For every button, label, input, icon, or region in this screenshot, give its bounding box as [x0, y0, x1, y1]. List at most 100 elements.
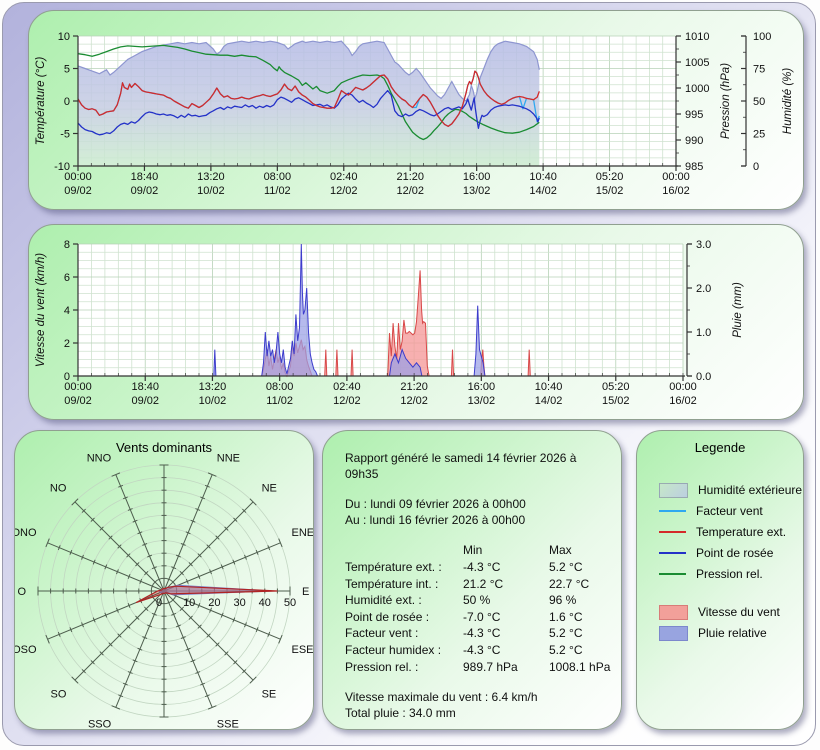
- svg-text:25: 25: [753, 129, 765, 141]
- svg-text:08:00: 08:00: [266, 381, 294, 393]
- svg-text:1000: 1000: [685, 83, 709, 95]
- wind-rose-title: Vents dominants: [115, 440, 213, 455]
- svg-text:50: 50: [753, 96, 765, 108]
- row-label: Température ext. :: [345, 559, 442, 574]
- svg-text:8: 8: [64, 239, 70, 251]
- svg-text:00:00: 00:00: [64, 171, 92, 183]
- legend-line-swatch: [659, 531, 686, 533]
- legend-item: Humidité extérieure: [659, 482, 802, 498]
- svg-text:1005: 1005: [685, 57, 709, 69]
- row-max-value: 5.2 °C: [549, 626, 583, 641]
- svg-text:100: 100: [753, 31, 771, 43]
- svg-text:10:40: 10:40: [529, 171, 557, 183]
- svg-text:12/02: 12/02: [400, 395, 428, 407]
- svg-text:ONO: ONO: [15, 527, 37, 539]
- svg-text:12/02: 12/02: [396, 185, 424, 197]
- svg-text:SE: SE: [262, 689, 277, 701]
- report-period-to: Au : lundi 16 février 2026 à 00h00: [345, 512, 526, 527]
- col-header-min: Min: [463, 543, 483, 558]
- table-corner: [345, 543, 463, 559]
- svg-text:1.0: 1.0: [696, 327, 711, 339]
- svg-text:N: N: [160, 453, 168, 454]
- svg-text:08:00: 08:00: [264, 171, 292, 183]
- svg-text:75: 75: [753, 64, 765, 76]
- legend-item: Vitesse du vent: [659, 604, 797, 620]
- svg-text:14/02: 14/02: [535, 395, 563, 407]
- row-min-value: 21.2 °C: [463, 576, 504, 591]
- svg-text:985: 985: [685, 161, 703, 173]
- svg-text:00:00: 00:00: [669, 381, 697, 393]
- wind-rose-chart: NNNENEENEEESESESSESSSOSOOSOOONONONNO0102…: [15, 453, 313, 729]
- svg-text:Pluie (mm): Pluie (mm): [732, 282, 744, 338]
- svg-text:NNO: NNO: [87, 453, 112, 465]
- svg-text:50: 50: [284, 597, 296, 609]
- row-min-value: -4.3 °C: [463, 642, 501, 657]
- legend-panel: Legende Humidité extérieure Facteur vent T…: [636, 430, 804, 730]
- svg-text:10/02: 10/02: [199, 395, 227, 407]
- svg-text:14/02: 14/02: [529, 185, 557, 197]
- svg-text:5: 5: [64, 64, 70, 76]
- svg-text:SSE: SSE: [217, 718, 239, 729]
- svg-text:1010: 1010: [685, 31, 709, 43]
- svg-text:30: 30: [233, 597, 245, 609]
- row-max-value: 1.6 °C: [549, 609, 583, 624]
- row-min-value: 989.7 hPa: [463, 659, 518, 674]
- legend-item-label: Pluie relative: [698, 626, 767, 640]
- svg-text:21:20: 21:20: [396, 171, 424, 183]
- svg-text:0.0: 0.0: [696, 371, 711, 383]
- svg-text:11/02: 11/02: [266, 395, 293, 407]
- wind-rain-chart-panel: 0 2 4 6 8 Vitesse du vent (km/h) 0.0 1.0 2.0 3.0 P…: [28, 224, 804, 420]
- legend-box-swatch: [659, 625, 688, 641]
- report-generated-line: Rapport généré le samedi 14 février 2026…: [345, 451, 577, 481]
- svg-text:NO: NO: [50, 482, 67, 494]
- svg-text:Température (°C): Température (°C): [35, 57, 47, 146]
- legend-item-label: Vitesse du vent: [698, 605, 780, 619]
- legend-item-label: Facteur vent: [696, 504, 763, 518]
- row-max-value: 22.7 °C: [549, 576, 590, 591]
- svg-text:16:00: 16:00: [468, 381, 496, 393]
- legend-item-label: Point de rosée: [696, 546, 774, 560]
- svg-text:11/02: 11/02: [264, 185, 291, 197]
- svg-text:2.0: 2.0: [696, 283, 711, 295]
- legend-item: Facteur vent: [659, 504, 797, 518]
- svg-text:10: 10: [183, 597, 195, 609]
- legend-line-swatch: [659, 573, 686, 575]
- svg-text:OSO: OSO: [15, 644, 37, 656]
- report-body: Rapport généré le samedi 14 février 2026…: [345, 451, 610, 721]
- svg-text:-5: -5: [60, 129, 70, 141]
- svg-text:Humidité (%): Humidité (%): [782, 68, 794, 135]
- svg-text:10:40: 10:40: [535, 381, 563, 393]
- row-max-value: 5.2 °C: [549, 642, 583, 657]
- legend-item-label: Humidité extérieure: [698, 483, 803, 497]
- legend-title: Legende: [694, 440, 746, 455]
- report-rain-total: Total pluie : 34.0 mm: [345, 705, 456, 720]
- svg-text:ENE: ENE: [291, 527, 313, 539]
- svg-text:995: 995: [685, 109, 703, 121]
- svg-text:NNE: NNE: [217, 453, 240, 465]
- svg-text:990: 990: [685, 135, 703, 147]
- svg-text:16/02: 16/02: [662, 185, 690, 197]
- report-minmax-table: Min Max Température ext. : -4.3 °C 5.2 °C Tem…: [345, 543, 610, 675]
- svg-text:02:40: 02:40: [330, 171, 358, 183]
- svg-text:09/02: 09/02: [64, 185, 92, 197]
- svg-text:10/02: 10/02: [197, 185, 225, 197]
- svg-text:0: 0: [753, 161, 759, 173]
- col-header-max: Max: [549, 543, 572, 558]
- svg-text:0: 0: [64, 371, 70, 383]
- row-min-value: 50 %: [463, 593, 491, 608]
- svg-text:3.0: 3.0: [696, 239, 711, 251]
- svg-text:05:20: 05:20: [602, 381, 630, 393]
- svg-text:00:00: 00:00: [64, 381, 92, 393]
- row-min-value: -7.0 °C: [463, 609, 501, 624]
- legend-item: Point de rosée: [659, 546, 797, 560]
- legend-line-swatch: [659, 510, 686, 512]
- svg-text:13:20: 13:20: [199, 381, 227, 393]
- legend-items: Humidité extérieure Facteur vent Temperatu…: [659, 482, 802, 647]
- temperature-chart-panel: -10 -5 0 5 10 Température (°C) 985 990 995 1000 10…: [28, 10, 804, 210]
- row-label: Humidité ext. :: [345, 593, 422, 608]
- report-period-from: Du : lundi 09 février 2026 à 00h00: [345, 497, 526, 512]
- row-min-value: -4.3 °C: [463, 559, 501, 574]
- svg-text:0: 0: [156, 597, 162, 609]
- row-label: Point de rosée :: [345, 609, 430, 624]
- row-max-value: 5.2 °C: [549, 559, 583, 574]
